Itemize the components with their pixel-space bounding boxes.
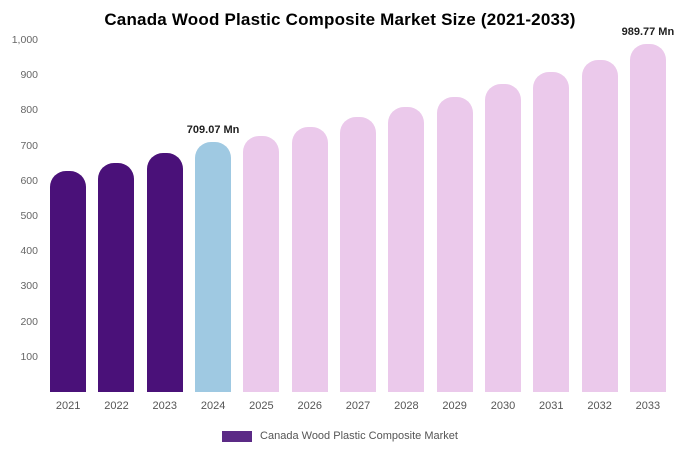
legend: Canada Wood Plastic Composite Market bbox=[0, 430, 680, 442]
y-tick-label: 800 bbox=[20, 104, 38, 117]
y-tick-label: 700 bbox=[20, 139, 38, 152]
bar-column-2026: 2026 bbox=[286, 40, 334, 412]
bar-2025 bbox=[243, 136, 280, 392]
bar-column-2030: 2030 bbox=[479, 40, 527, 412]
bar-2024 bbox=[195, 142, 232, 392]
bar-column-2033: 989.77 Mn 2033 bbox=[622, 26, 675, 412]
x-label-2026: 2026 bbox=[297, 400, 322, 412]
x-label-2028: 2028 bbox=[394, 400, 419, 412]
x-label-2030: 2030 bbox=[490, 400, 516, 412]
y-tick-label: 900 bbox=[20, 69, 38, 82]
bar-column-2029: 2029 bbox=[431, 40, 479, 412]
x-label-2031: 2031 bbox=[539, 400, 564, 412]
x-label-2024: 2024 bbox=[200, 400, 226, 412]
plot-area: 2021 2022 2023 709.07 Mn 2024 2025 2026 2027 202… bbox=[44, 26, 675, 412]
bar-2032 bbox=[581, 59, 618, 392]
y-tick-label: 300 bbox=[20, 280, 38, 293]
chart-title: Canada Wood Plastic Composite Market Siz… bbox=[104, 10, 576, 29]
bar-2023 bbox=[146, 153, 183, 392]
value-label-2033: 989.77 Mn bbox=[621, 25, 675, 38]
x-label-2027: 2027 bbox=[345, 400, 371, 412]
x-label-2025: 2025 bbox=[249, 400, 274, 412]
legend-swatch bbox=[222, 430, 253, 442]
value-label-2024: 709.07 Mn bbox=[186, 124, 240, 137]
bar-column-2024: 709.07 Mn 2024 bbox=[186, 40, 240, 412]
y-tick-label: 400 bbox=[20, 245, 38, 258]
x-label-2029: 2029 bbox=[442, 400, 467, 412]
legend-label: Canada Wood Plastic Composite Market bbox=[260, 430, 458, 442]
y-axis: 100 200 300 400 500 600 700 800 900 1,000 bbox=[6, 34, 38, 392]
x-label-2033: 2033 bbox=[635, 400, 661, 412]
x-label-2021: 2021 bbox=[55, 400, 81, 412]
y-tick-label: 200 bbox=[20, 315, 38, 328]
x-label-2022: 2022 bbox=[104, 400, 129, 412]
bar-column-2022: 2022 bbox=[92, 40, 140, 412]
bar-2031 bbox=[533, 72, 570, 392]
bar-2029 bbox=[436, 97, 473, 392]
y-tick-label: 1,000 bbox=[11, 34, 38, 46]
bar-2028 bbox=[388, 106, 425, 392]
y-tick-label: 600 bbox=[20, 174, 38, 187]
bar-column-2032: 2032 bbox=[575, 40, 623, 412]
x-label-2032: 2032 bbox=[587, 400, 612, 412]
bar-column-2028: 2028 bbox=[382, 40, 430, 412]
bar-column-2025: 2025 bbox=[237, 40, 285, 412]
bar-column-2023: 2023 bbox=[141, 40, 189, 412]
bar-2030 bbox=[484, 84, 521, 392]
bar-column-2027: 2027 bbox=[334, 40, 382, 412]
bar-column-2021: 2021 bbox=[44, 40, 92, 412]
bar-2021 bbox=[50, 170, 87, 392]
x-label-2023: 2023 bbox=[152, 400, 178, 412]
y-tick-label: 100 bbox=[20, 350, 38, 363]
bar-column-2031: 2031 bbox=[527, 40, 575, 412]
bar-2033 bbox=[629, 43, 666, 392]
chart-area: 100 200 300 400 500 600 700 800 900 1,000 2021 202… bbox=[6, 26, 675, 412]
y-tick-label: 500 bbox=[20, 210, 38, 222]
bar-2026 bbox=[291, 126, 328, 392]
bar-2027 bbox=[340, 116, 377, 392]
bar-2022 bbox=[98, 162, 135, 392]
